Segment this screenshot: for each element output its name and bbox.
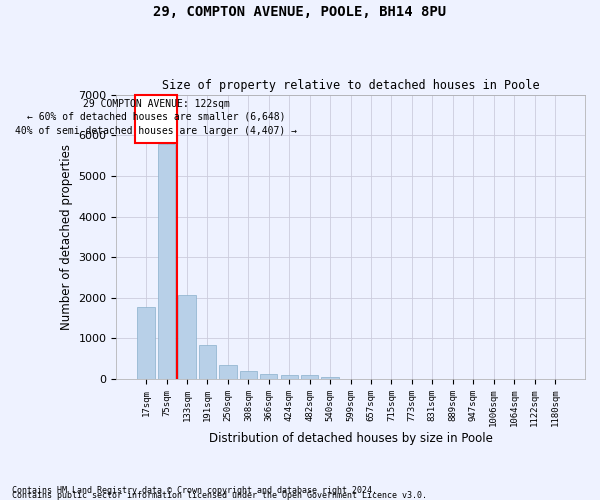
Y-axis label: Number of detached properties: Number of detached properties bbox=[60, 144, 73, 330]
Bar bbox=[199, 346, 216, 379]
Text: Contains HM Land Registry data © Crown copyright and database right 2024.: Contains HM Land Registry data © Crown c… bbox=[12, 486, 377, 495]
Text: 29, COMPTON AVENUE, POOLE, BH14 8PU: 29, COMPTON AVENUE, POOLE, BH14 8PU bbox=[154, 5, 446, 19]
Bar bbox=[219, 365, 236, 379]
Text: Contains public sector information licensed under the Open Government Licence v3: Contains public sector information licen… bbox=[12, 491, 427, 500]
Text: 29 COMPTON AVENUE: 122sqm: 29 COMPTON AVENUE: 122sqm bbox=[83, 100, 230, 110]
Bar bbox=[137, 306, 155, 379]
Text: ← 60% of detached houses are smaller (6,648): ← 60% of detached houses are smaller (6,… bbox=[27, 112, 286, 122]
Bar bbox=[136, 94, 177, 142]
Bar bbox=[158, 144, 175, 379]
Text: 40% of semi-detached houses are larger (4,407) →: 40% of semi-detached houses are larger (… bbox=[16, 126, 298, 136]
Bar bbox=[239, 371, 257, 379]
Bar bbox=[260, 374, 277, 379]
Title: Size of property relative to detached houses in Poole: Size of property relative to detached ho… bbox=[162, 79, 539, 92]
Bar bbox=[281, 375, 298, 379]
Bar bbox=[301, 375, 319, 379]
X-axis label: Distribution of detached houses by size in Poole: Distribution of detached houses by size … bbox=[209, 432, 493, 445]
Bar bbox=[178, 296, 196, 379]
Bar bbox=[322, 376, 339, 379]
